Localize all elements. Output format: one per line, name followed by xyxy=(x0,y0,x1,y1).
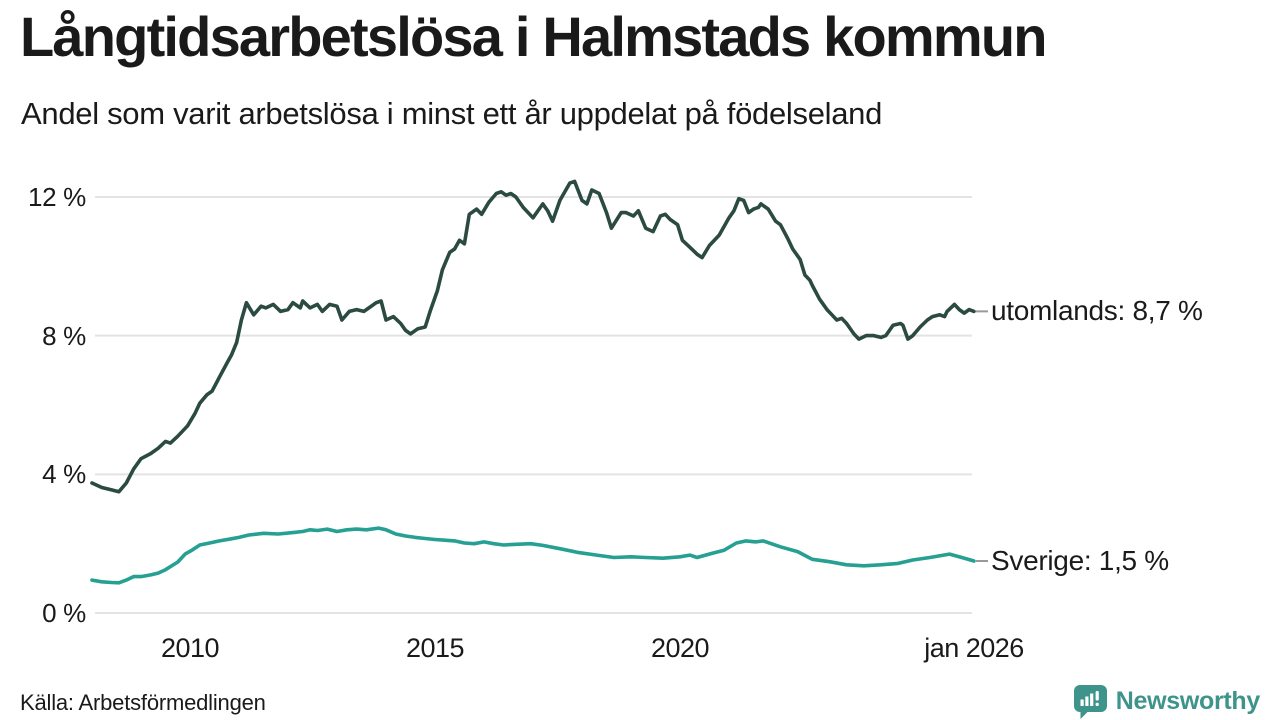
y-tick-label: 8 % xyxy=(42,320,86,351)
chart-subtitle: Andel som varit arbetslösa i minst ett å… xyxy=(21,96,883,131)
series-line-sverige xyxy=(90,526,976,585)
y-tick-label: 12 % xyxy=(27,181,86,212)
y-tick-label: 4 % xyxy=(42,459,86,490)
x-tick-label: 2015 xyxy=(405,633,465,663)
x-tick-label: 2010 xyxy=(160,633,220,663)
newsworthy-logo: Newsworthy xyxy=(1073,684,1260,719)
x-tick-label: jan 2026 xyxy=(924,633,1024,663)
chart-title: Långtidsarbetslösa i Halmstads kommun xyxy=(20,5,1047,68)
source-caption: Källa: Arbetsförmedlingen xyxy=(20,690,266,715)
series-label-sverige: Sverige: 1,5 % xyxy=(991,544,1169,576)
newsworthy-bubble-chart-icon xyxy=(1073,685,1107,719)
series-line-utomlands xyxy=(90,179,976,494)
series-label-utomlands: utomlands: 8,7 % xyxy=(991,295,1203,327)
y-tick-label: 0 % xyxy=(42,598,86,628)
x-tick-label: 2020 xyxy=(650,633,710,663)
newsworthy-wordmark: Newsworthy xyxy=(1115,687,1261,715)
